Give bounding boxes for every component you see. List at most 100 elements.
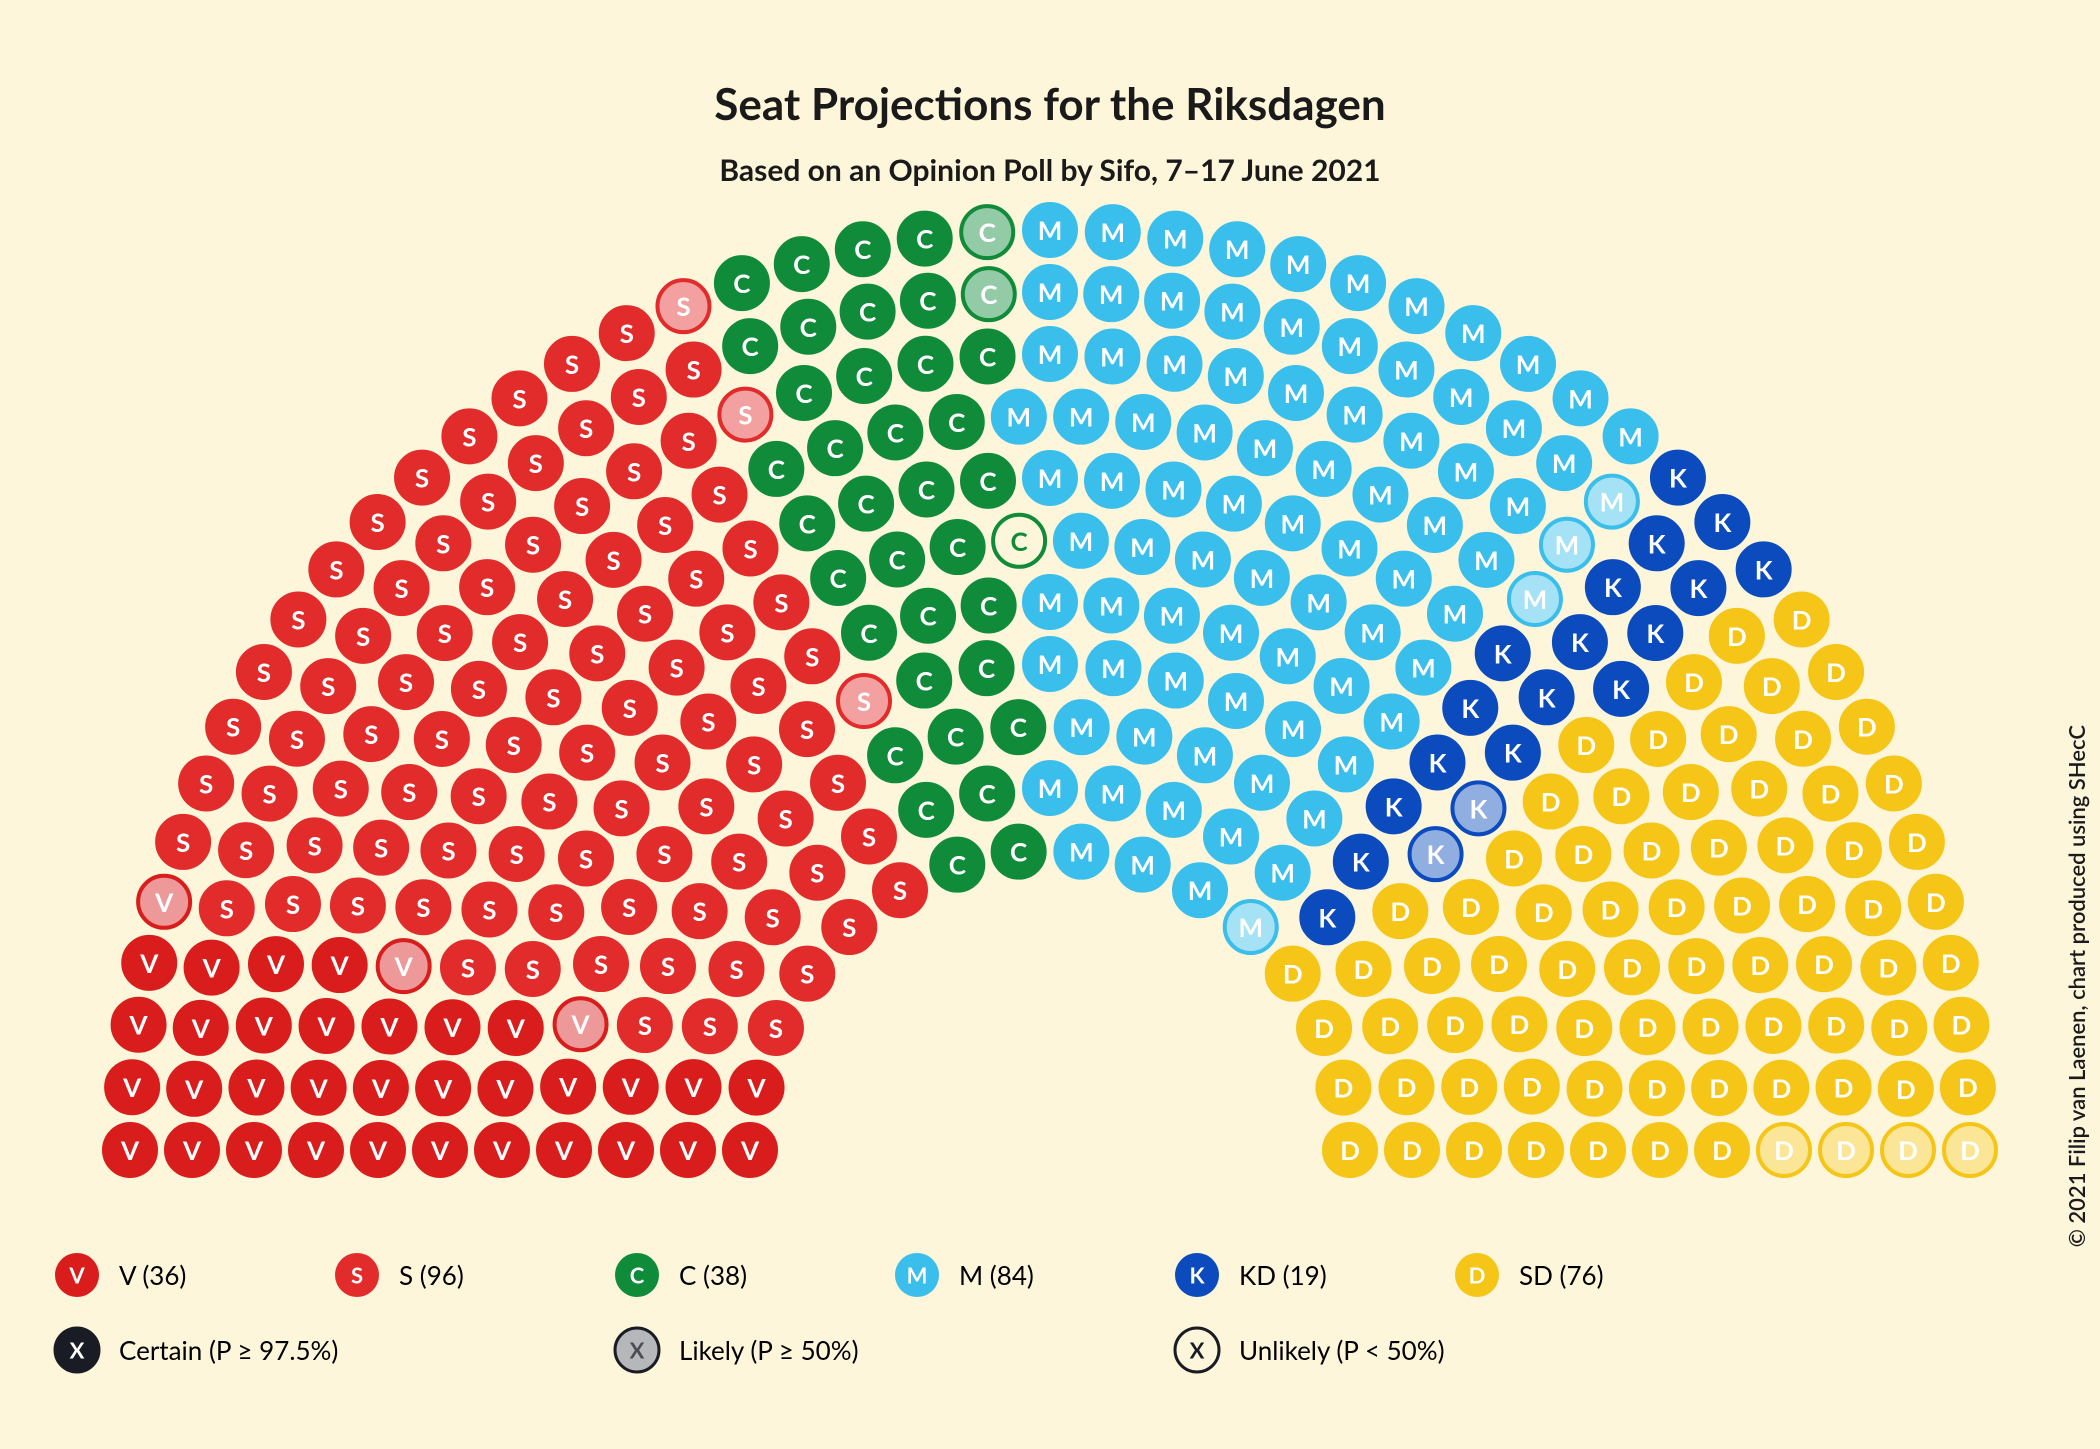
svg-text:S: S — [542, 786, 556, 818]
seat: S — [680, 780, 732, 832]
svg-text:V: V — [254, 1009, 274, 1041]
seat: S — [461, 561, 513, 613]
svg-text:K: K — [1669, 462, 1688, 494]
seat: C — [930, 711, 982, 763]
seat: K — [1301, 891, 1353, 943]
svg-text:M: M — [1132, 721, 1157, 753]
seat: M — [1055, 391, 1107, 443]
svg-text:S: S — [441, 834, 455, 866]
svg-text:M: M — [1618, 420, 1643, 452]
seat: S — [682, 696, 734, 748]
seat: M — [1391, 280, 1443, 332]
seat: S — [396, 452, 448, 504]
seat: M — [1146, 275, 1198, 327]
legend-swatch-letter-SD: D — [1469, 1262, 1486, 1289]
svg-text:M: M — [1555, 529, 1580, 561]
legend-swatch-letter-C: C — [630, 1262, 645, 1289]
svg-text:S: S — [774, 586, 788, 618]
svg-text:C: C — [887, 416, 904, 448]
svg-text:D: D — [1814, 948, 1834, 980]
svg-text:S: S — [661, 950, 675, 982]
seat: M — [1239, 422, 1291, 474]
svg-text:V: V — [306, 1134, 326, 1166]
svg-text:K: K — [1690, 572, 1709, 604]
svg-text:S: S — [579, 412, 593, 444]
svg-text:C: C — [859, 296, 876, 328]
seat: C — [898, 655, 950, 707]
legend-label-KD: KD (19) — [1239, 1259, 1327, 1291]
seat: S — [491, 828, 543, 880]
seat: S — [453, 663, 505, 715]
svg-text:S: S — [199, 767, 213, 799]
svg-text:C: C — [1010, 836, 1027, 868]
svg-text:S: S — [565, 348, 579, 380]
seat: S — [619, 588, 671, 640]
seat: C — [962, 455, 1014, 507]
seat: M — [1324, 320, 1376, 372]
svg-text:S: S — [526, 529, 540, 561]
svg-text:M: M — [1101, 652, 1126, 684]
seat: D — [1862, 942, 1914, 994]
seat: D — [1734, 939, 1786, 991]
svg-text:C: C — [733, 267, 750, 299]
seat: M — [1409, 499, 1461, 551]
seat: V — [355, 1062, 407, 1114]
seat: D — [1381, 1061, 1433, 1113]
seat: M — [1179, 406, 1231, 458]
seat: S — [843, 810, 895, 862]
seat: S — [719, 389, 771, 441]
seat: V — [542, 1061, 594, 1113]
svg-text:C: C — [979, 216, 996, 248]
svg-text:S: S — [800, 958, 814, 990]
svg-text:D: D — [1397, 1071, 1417, 1103]
seat: C — [781, 497, 833, 549]
svg-text:M: M — [1188, 874, 1213, 906]
seat: M — [1211, 223, 1263, 275]
svg-text:M: M — [1007, 401, 1032, 433]
svg-text:D: D — [1638, 1011, 1658, 1043]
svg-text:K: K — [1318, 901, 1337, 933]
svg-text:D: D — [1402, 1134, 1422, 1166]
svg-text:D: D — [1907, 826, 1927, 858]
svg-text:M: M — [1279, 311, 1304, 343]
seat: M — [1116, 521, 1168, 573]
seat: D — [1925, 937, 1977, 989]
svg-text:S: S — [257, 656, 271, 688]
svg-text:C: C — [889, 543, 906, 575]
seat: M — [1024, 328, 1076, 380]
svg-text:D: D — [1709, 1072, 1729, 1104]
svg-text:K: K — [1504, 737, 1523, 769]
svg-text:C: C — [795, 377, 812, 409]
seat: D — [1429, 999, 1481, 1051]
svg-text:K: K — [1429, 747, 1448, 779]
svg-text:M: M — [1284, 377, 1309, 409]
seat: V — [106, 1061, 158, 1113]
svg-text:M: M — [1270, 857, 1295, 889]
svg-text:M: M — [1130, 849, 1155, 881]
svg-text:C: C — [800, 311, 817, 343]
svg-text:M: M — [1250, 767, 1275, 799]
seat: D — [1828, 824, 1880, 876]
seat: M — [1541, 519, 1593, 571]
seat: M — [1488, 402, 1540, 454]
seat: M — [1147, 463, 1199, 515]
svg-text:V: V — [330, 949, 350, 981]
legend-swatch-letter-S: S — [351, 1262, 363, 1289]
seat: S — [376, 562, 428, 614]
seat: D — [1841, 701, 1893, 753]
seat: M — [1085, 579, 1137, 631]
seat: D — [1935, 999, 1987, 1051]
seat: C — [869, 729, 921, 781]
seat: M — [1298, 443, 1350, 495]
seat: S — [443, 410, 495, 462]
seat: V — [301, 1000, 353, 1052]
svg-text:M: M — [1069, 711, 1094, 743]
seat: S — [747, 891, 799, 943]
seat: S — [724, 522, 776, 574]
svg-text:V: V — [120, 1134, 140, 1166]
svg-text:D: D — [1762, 670, 1782, 702]
seat: D — [1595, 770, 1647, 822]
seat: K — [1672, 562, 1724, 614]
svg-text:S: S — [800, 713, 814, 745]
svg-text:S: S — [686, 354, 700, 386]
